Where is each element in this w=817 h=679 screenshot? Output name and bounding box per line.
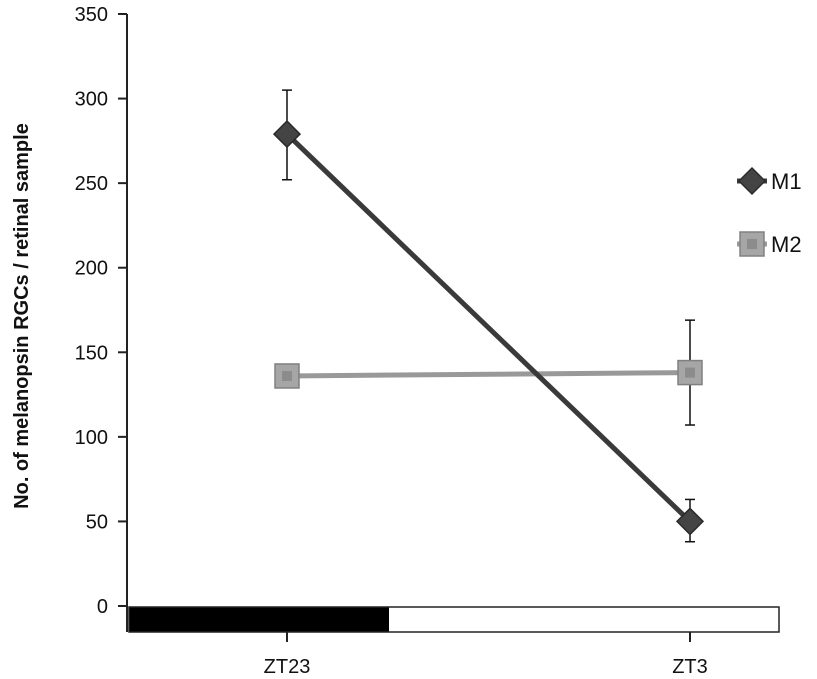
x-tick-label: ZT3 — [672, 656, 708, 678]
y-tick-label: 100 — [75, 427, 108, 449]
legend-marker — [737, 166, 767, 196]
y-tick-label: 350 — [75, 4, 108, 26]
legend: M1 M2 — [737, 166, 802, 257]
dark-phase-bar — [129, 607, 389, 632]
y-tick-label: 300 — [75, 89, 108, 111]
x-tick-label: ZT23 — [264, 656, 311, 678]
x-axis: ZT23 ZT3 — [128, 606, 780, 678]
data-point-center — [685, 367, 695, 378]
legend-label: M2 — [771, 232, 802, 257]
y-tick-label: 50 — [86, 511, 108, 533]
series-line — [285, 132, 692, 524]
y-ticks: 0 50 100 150 200 250 300 350 — [75, 4, 127, 618]
y-tick-label: 250 — [75, 173, 108, 195]
legend-label: M1 — [771, 169, 802, 194]
legend-marker-center — [747, 239, 757, 249]
y-tick-label: 200 — [75, 258, 108, 280]
light-dark-bar-outline — [128, 606, 780, 633]
data-point — [675, 507, 705, 536]
light-phase-bar — [389, 607, 779, 632]
series-group — [272, 89, 705, 543]
series-m1 — [272, 89, 705, 543]
series-m2 — [274, 319, 703, 426]
y-tick-label: 0 — [97, 596, 108, 618]
y-axis-title: No. of melanopsin RGCs / retinal sample — [11, 123, 33, 509]
data-point-center — [282, 370, 292, 381]
series-line — [286, 370, 691, 379]
y-tick-label: 150 — [75, 342, 108, 364]
data-point — [272, 120, 302, 149]
